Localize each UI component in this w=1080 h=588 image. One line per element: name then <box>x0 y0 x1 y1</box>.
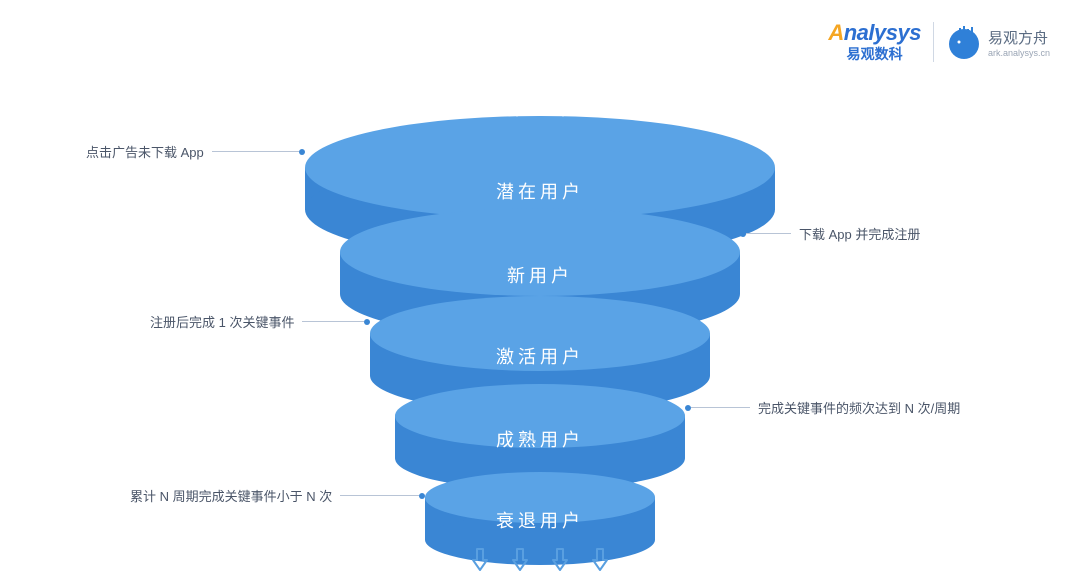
annotation-text: 点击广告未下载 App <box>86 142 204 161</box>
arrow-down-icon <box>506 90 528 123</box>
annotation-text: 累计 N 周期完成关键事件小于 N 次 <box>130 486 332 505</box>
annotation-text: 注册后完成 1 次关键事件 <box>150 312 294 331</box>
annotation-3: 注册后完成 1 次关键事件 <box>150 312 370 331</box>
inflow-arrows <box>320 90 760 123</box>
outflow-arrows <box>470 548 610 577</box>
arrow-down-icon <box>645 90 667 123</box>
annotation-line <box>340 495 419 496</box>
annotation-dot <box>364 319 370 325</box>
annotation-text: 完成关键事件的频次达到 N 次/周期 <box>758 398 960 417</box>
arrow-down-outline-icon <box>470 548 490 577</box>
arrow-down-icon <box>320 90 342 123</box>
annotation-line <box>746 233 791 234</box>
arrow-down-icon <box>413 90 435 123</box>
arrow-down-icon <box>738 90 760 123</box>
arrow-down-outline-icon <box>590 548 610 577</box>
annotation-line <box>212 151 299 152</box>
annotation-text: 下载 App 并完成注册 <box>799 224 920 243</box>
annotation-2: 下载 App 并完成注册 <box>740 224 920 243</box>
annotation-dot <box>419 493 425 499</box>
arrow-down-icon <box>366 90 388 123</box>
annotation-dot <box>299 149 305 155</box>
annotation-4: 完成关键事件的频次达到 N 次/周期 <box>685 398 960 417</box>
arrow-down-icon <box>459 90 481 123</box>
arrow-down-icon <box>552 90 574 123</box>
arrow-down-icon <box>599 90 621 123</box>
annotation-5: 累计 N 周期完成关键事件小于 N 次 <box>130 486 425 505</box>
annotation-1: 点击广告未下载 App <box>86 142 305 161</box>
annotation-line <box>302 321 364 322</box>
arrow-down-icon <box>692 90 714 123</box>
funnel-diagram: 潜在用户新用户激活用户成熟用户衰退用户点击广告未下载 App下载 App 并完成… <box>0 0 1080 588</box>
arrow-down-outline-icon <box>550 548 570 577</box>
annotation-line <box>691 407 750 408</box>
arrow-down-outline-icon <box>510 548 530 577</box>
